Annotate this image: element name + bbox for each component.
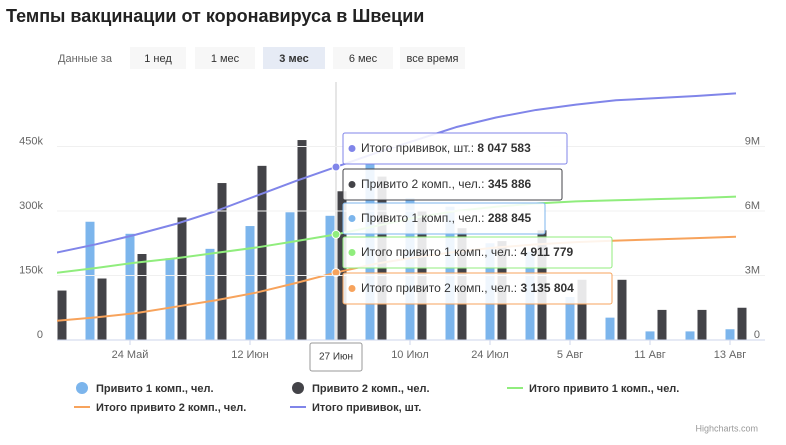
legend-label[interactable]: Итого привито 1 комп., чел. <box>529 383 679 395</box>
crosshair-label-box <box>309 342 363 372</box>
bar <box>257 165 267 340</box>
tooltip-box <box>342 236 613 269</box>
bar <box>337 191 347 340</box>
tooltip-label: Привито 2 комп., чел.: <box>361 177 484 191</box>
tooltip-dot <box>348 285 356 292</box>
x-tick-label: 5 Авг <box>557 349 583 361</box>
y2-tick-label: 6M <box>745 200 760 212</box>
tooltip-text: Итого привито 1 комп., чел.: 4 911 779 <box>361 245 574 259</box>
range-button-label[interactable]: 6 мес <box>349 53 378 65</box>
y-tick-label: 300k <box>19 200 43 212</box>
range-label: Данные за <box>58 53 113 65</box>
hover-point <box>331 162 341 172</box>
legend-symbol <box>292 382 304 394</box>
tooltip-box <box>342 168 563 201</box>
bar <box>165 258 175 340</box>
bar <box>137 254 147 340</box>
bar <box>737 307 747 340</box>
tooltip-dot <box>348 215 356 222</box>
bar <box>565 297 575 340</box>
range-button-label[interactable]: все время <box>407 53 459 65</box>
tooltip-box <box>342 202 546 235</box>
chart-title: Темпы вакцинации от коронавируса в Швеци… <box>6 6 424 26</box>
tooltip-dot <box>348 181 356 188</box>
bar <box>725 329 735 340</box>
bar <box>657 309 667 340</box>
bar <box>285 212 295 340</box>
tooltip-box <box>342 272 613 305</box>
range-button-label[interactable]: 1 мес <box>211 53 240 65</box>
range-button[interactable] <box>263 47 325 69</box>
bar <box>245 226 255 340</box>
tooltip-label: Итого прививок, шт.: <box>361 141 474 155</box>
tooltip-value: 288 845 <box>488 211 532 225</box>
range-button[interactable] <box>195 47 255 69</box>
bar <box>205 248 215 340</box>
tooltip-text: Итого привито 2 комп., чел.: 3 135 804 <box>361 281 574 295</box>
range-button[interactable] <box>333 47 393 69</box>
bar <box>697 309 707 340</box>
bar <box>57 290 67 340</box>
range-button[interactable] <box>130 47 186 69</box>
bar <box>125 233 135 340</box>
legend-label[interactable]: Итого прививок, шт. <box>312 402 421 414</box>
tooltip-value: 345 886 <box>488 177 532 191</box>
tooltip-label: Итого привито 1 комп., чел.: <box>361 245 517 259</box>
x-tick-label: 12 Июн <box>231 349 269 361</box>
y-tick-label: 150k <box>19 264 43 276</box>
bar <box>605 317 615 340</box>
y-tick-label: 0 <box>37 329 43 341</box>
tooltip-text: Привито 2 комп., чел.: 345 886 <box>361 177 532 191</box>
bar <box>177 217 187 340</box>
bar <box>645 331 655 340</box>
crosshair-label: 27 Июн <box>319 352 353 363</box>
y-tick-label: 450k <box>19 135 43 147</box>
y2-tick-label: 3M <box>745 264 760 276</box>
tooltip-label: Привито 1 комп., чел.: <box>361 211 484 225</box>
tooltip-text: Итого прививок, шт.: 8 047 583 <box>361 141 531 155</box>
range-button-label[interactable]: 1 нед <box>144 53 172 65</box>
x-tick-label: 24 Июл <box>471 349 509 361</box>
tooltip-dot <box>348 145 356 152</box>
tooltip-box <box>342 132 568 165</box>
range-button-label[interactable]: 3 мес <box>279 53 308 65</box>
tooltip-value: 3 135 804 <box>520 281 574 295</box>
tooltip-value: 4 911 779 <box>520 245 573 259</box>
hover-point <box>331 229 341 239</box>
legend-label[interactable]: Привито 2 комп., чел. <box>312 383 430 395</box>
tooltip-value: 8 047 583 <box>477 141 531 155</box>
bar <box>617 279 627 340</box>
y2-tick-label: 9M <box>745 135 760 147</box>
range-button[interactable] <box>400 47 465 69</box>
bar <box>685 331 695 340</box>
y2-tick-label: 0 <box>754 329 760 341</box>
bar <box>97 278 107 340</box>
bar <box>577 279 587 340</box>
tooltip-text: Привито 1 комп., чел.: 288 845 <box>361 211 532 225</box>
bar <box>85 221 95 340</box>
x-tick-label: 13 Авг <box>714 349 746 361</box>
tooltip-label: Итого привито 2 комп., чел.: <box>361 281 517 295</box>
hover-point <box>331 268 341 278</box>
x-tick-label: 11 Авг <box>634 349 666 361</box>
legend-label[interactable]: Привито 1 комп., чел. <box>96 383 214 395</box>
legend-label[interactable]: Итого привито 2 комп., чел. <box>96 402 246 414</box>
x-tick-label: 24 Май <box>112 349 149 361</box>
tooltip-dot <box>348 249 356 256</box>
bar <box>325 215 335 340</box>
legend-symbol <box>76 382 88 394</box>
x-tick-label: 10 Июл <box>391 349 429 361</box>
bar <box>217 183 227 340</box>
credits: Highcharts.com <box>695 423 758 433</box>
bar <box>405 198 415 340</box>
